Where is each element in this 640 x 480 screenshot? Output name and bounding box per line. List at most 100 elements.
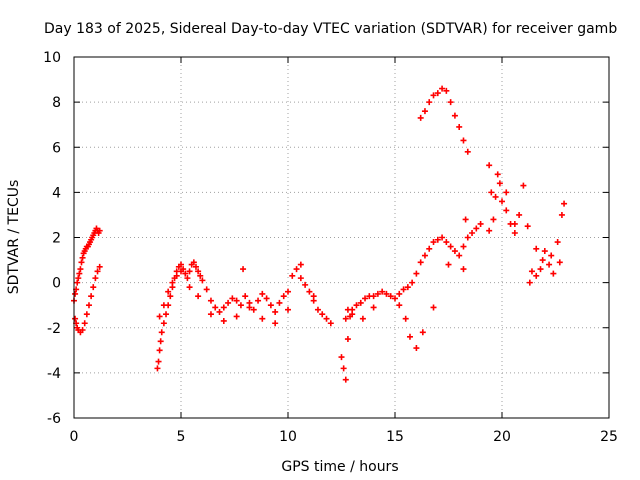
data-point	[426, 99, 433, 106]
x-tick-label: 5	[177, 429, 186, 445]
data-point	[323, 315, 330, 322]
series-segment-3	[338, 220, 484, 383]
data-point	[486, 162, 493, 169]
data-point	[225, 299, 232, 306]
data-point	[349, 311, 356, 318]
data-point	[490, 216, 497, 223]
data-point	[439, 85, 446, 92]
data-point	[155, 358, 162, 365]
data-point	[409, 279, 416, 286]
data-point	[344, 306, 351, 313]
data-point	[379, 288, 386, 295]
series-segment-2	[154, 259, 334, 372]
data-point	[419, 329, 426, 336]
data-point	[186, 268, 193, 275]
axis-ticks: 0 5 10 15 20 25 -6 -4 -2 0 2 4 6 8 10	[43, 50, 618, 445]
data-point	[370, 293, 377, 300]
data-point	[165, 288, 172, 295]
data-point	[94, 268, 101, 275]
data-point	[242, 293, 249, 300]
data-point	[306, 288, 313, 295]
y-tick-label: -2	[47, 321, 61, 337]
data-point	[192, 263, 199, 270]
data-point	[195, 293, 202, 300]
data-point	[406, 333, 413, 340]
data-point	[220, 304, 227, 311]
data-point	[280, 293, 287, 300]
data-point	[516, 211, 523, 218]
y-tick-label: 0	[52, 276, 61, 292]
data-point	[293, 266, 300, 273]
data-point	[404, 284, 411, 291]
data-point	[554, 239, 561, 246]
data-point	[195, 268, 202, 275]
data-point	[246, 304, 253, 311]
data-point	[83, 311, 90, 318]
data-point	[524, 223, 531, 230]
data-point	[160, 320, 167, 327]
data-point	[430, 239, 437, 246]
data-point	[92, 275, 99, 282]
data-point	[76, 270, 83, 277]
data-point	[469, 229, 476, 236]
data-point	[72, 315, 79, 322]
x-tick-label: 10	[279, 429, 297, 445]
data-point	[250, 306, 257, 313]
data-point	[421, 252, 428, 259]
data-point	[421, 108, 428, 115]
data-point	[486, 227, 493, 234]
data-point	[357, 299, 364, 306]
data-point	[460, 243, 467, 250]
data-point	[396, 302, 403, 309]
data-point	[178, 261, 184, 268]
chart-title: Day 183 of 2025, Sidereal Day-to-day VTE…	[44, 21, 617, 37]
data-point	[451, 248, 458, 255]
data-point	[526, 279, 533, 286]
y-tick-label: 6	[52, 140, 61, 156]
data-point	[190, 259, 197, 266]
data-point	[184, 275, 191, 282]
data-point	[154, 365, 161, 372]
data-point	[96, 227, 103, 234]
data-point	[511, 220, 518, 227]
y-tick-label: -6	[47, 411, 61, 427]
data-point	[528, 268, 535, 275]
data-point	[413, 270, 420, 277]
data-point	[456, 123, 463, 130]
data-point	[359, 315, 366, 322]
data-point	[344, 336, 351, 343]
data-point	[402, 315, 409, 322]
data-point	[558, 211, 565, 218]
data-point	[426, 245, 433, 252]
x-tick-label: 20	[493, 429, 511, 445]
data-point	[276, 299, 283, 306]
data-point	[167, 293, 174, 300]
data-point	[212, 304, 219, 311]
data-point	[413, 345, 420, 352]
data-point	[443, 87, 450, 94]
y-tick-label: -4	[47, 366, 61, 382]
data-point	[503, 189, 510, 196]
data-point	[203, 286, 210, 293]
data-point	[229, 295, 236, 302]
data-point	[297, 261, 304, 268]
data-point	[302, 281, 309, 288]
data-point	[434, 236, 441, 243]
series-segment-1	[71, 225, 103, 336]
data-point	[492, 193, 499, 200]
data-point	[199, 277, 206, 284]
y-tick-label: 2	[52, 231, 61, 247]
data-point	[314, 306, 321, 313]
data-point	[158, 329, 165, 336]
data-point	[178, 268, 184, 275]
data-point	[319, 311, 326, 318]
data-point	[456, 252, 463, 259]
data-point	[434, 90, 441, 97]
data-point	[156, 313, 163, 320]
data-point	[267, 302, 274, 309]
data-point	[464, 234, 471, 241]
data-point	[447, 99, 454, 106]
data-point	[156, 347, 163, 354]
data-point	[81, 320, 88, 327]
data-point	[285, 288, 291, 295]
